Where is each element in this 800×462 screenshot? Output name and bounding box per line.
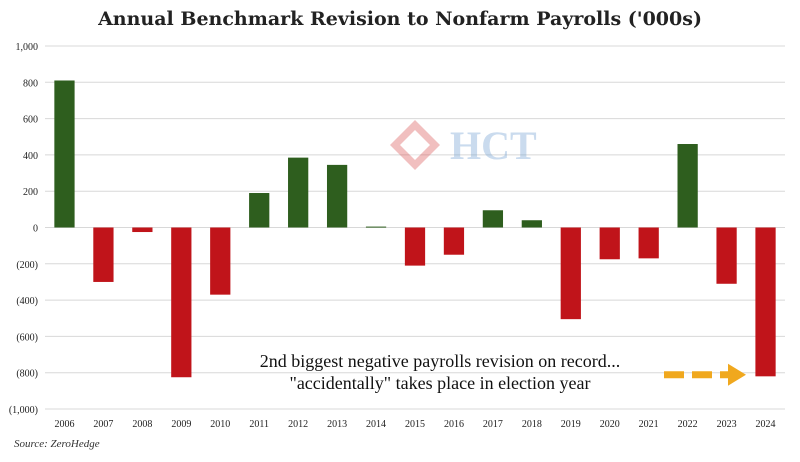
bar-2011 bbox=[249, 193, 270, 228]
bar-2012 bbox=[288, 157, 309, 228]
x-tick-label: 2018 bbox=[522, 419, 542, 430]
bar-2020 bbox=[599, 227, 620, 260]
y-tick-label: (1,000) bbox=[9, 405, 38, 416]
y-tick-label: 200 bbox=[23, 187, 38, 198]
x-tick-label: 2009 bbox=[171, 419, 191, 430]
y-tick-label: (600) bbox=[16, 332, 38, 343]
bar-2009 bbox=[171, 227, 192, 378]
bar-2018 bbox=[521, 220, 542, 228]
bar-2006 bbox=[54, 80, 75, 228]
bar-2013 bbox=[326, 164, 348, 228]
y-tick-label: 600 bbox=[23, 115, 38, 126]
annotation-line-2: "accidentally" takes place in election y… bbox=[289, 373, 591, 393]
x-tick-label: 2012 bbox=[288, 419, 308, 430]
chart-title: Annual Benchmark Revision to Nonfarm Pay… bbox=[98, 8, 702, 30]
y-tick-label: (400) bbox=[16, 296, 38, 307]
bar-2014 bbox=[365, 226, 387, 228]
y-tick-label: 400 bbox=[23, 151, 38, 162]
bar-2024 bbox=[755, 227, 776, 377]
bar-2016 bbox=[443, 227, 465, 255]
x-tick-label: 2019 bbox=[561, 419, 581, 430]
x-tick-label: 2011 bbox=[249, 419, 269, 430]
y-tick-label: 1,000 bbox=[16, 42, 39, 53]
bar-2023 bbox=[716, 227, 737, 284]
hct-logo-icon: HCT bbox=[390, 120, 537, 170]
x-tick-label: 2022 bbox=[678, 419, 698, 430]
x-tick-label: 2013 bbox=[327, 419, 347, 430]
x-tick-label: 2015 bbox=[405, 419, 425, 430]
arrow-right-icon bbox=[728, 363, 746, 386]
y-tick-label: (200) bbox=[16, 260, 38, 271]
x-tick-label: 2010 bbox=[210, 419, 230, 430]
x-tick-label: 2007 bbox=[93, 419, 113, 430]
x-tick-label: 2021 bbox=[639, 419, 659, 430]
bar-2022 bbox=[677, 144, 698, 228]
annotation-line-1: 2nd biggest negative payrolls revision o… bbox=[259, 351, 621, 371]
bar-2021 bbox=[638, 227, 659, 259]
bar-2017 bbox=[482, 210, 504, 228]
source-note: Source: ZeroHedge bbox=[14, 438, 100, 450]
bar-2015 bbox=[404, 227, 426, 266]
y-tick-label: 0 bbox=[33, 224, 38, 235]
y-tick-label: (800) bbox=[16, 369, 38, 380]
bar-2007 bbox=[93, 227, 114, 282]
x-tick-label: 2016 bbox=[444, 419, 464, 430]
x-tick-label: 2017 bbox=[483, 419, 503, 430]
bar-2008 bbox=[132, 227, 153, 233]
watermark-logo: HCT bbox=[385, 115, 575, 175]
annotation-text: 2nd biggest negative payrolls revision o… bbox=[200, 350, 680, 394]
watermark-text: HCT bbox=[450, 123, 537, 168]
x-tick-label: 2008 bbox=[132, 419, 152, 430]
y-tick-label: 800 bbox=[23, 78, 38, 89]
x-tick-label: 2024 bbox=[756, 419, 776, 430]
bar-2010 bbox=[210, 227, 231, 295]
x-tick-label: 2014 bbox=[366, 419, 386, 430]
x-tick-label: 2023 bbox=[717, 419, 737, 430]
x-tick-label: 2020 bbox=[600, 419, 620, 430]
x-tick-label: 2006 bbox=[54, 419, 74, 430]
bar-2019 bbox=[560, 227, 581, 320]
